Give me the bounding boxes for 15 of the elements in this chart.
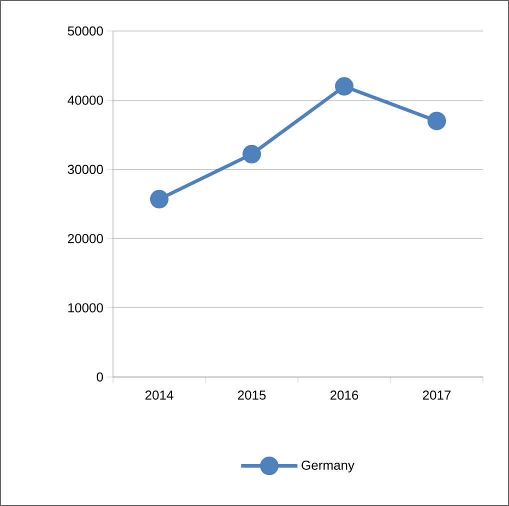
x-tick-label: 2016	[330, 390, 358, 400]
y-tick-label: 40000	[68, 96, 103, 105]
y-tick-label: 30000	[68, 164, 103, 174]
y-tick-label: 0	[96, 372, 103, 382]
point	[242, 144, 262, 164]
point	[428, 112, 446, 130]
y-tick-label: 10000	[68, 303, 103, 312]
point	[150, 190, 168, 208]
y-tick-label: 50000	[68, 26, 103, 36]
point	[335, 77, 354, 96]
x-tick-label: 2017	[422, 390, 451, 400]
y-tick-label: 20000	[68, 234, 103, 244]
x-tick-label: 2015	[238, 390, 266, 400]
x-tick-label: 2014	[145, 390, 174, 400]
legend-label: Germany	[302, 460, 354, 472]
